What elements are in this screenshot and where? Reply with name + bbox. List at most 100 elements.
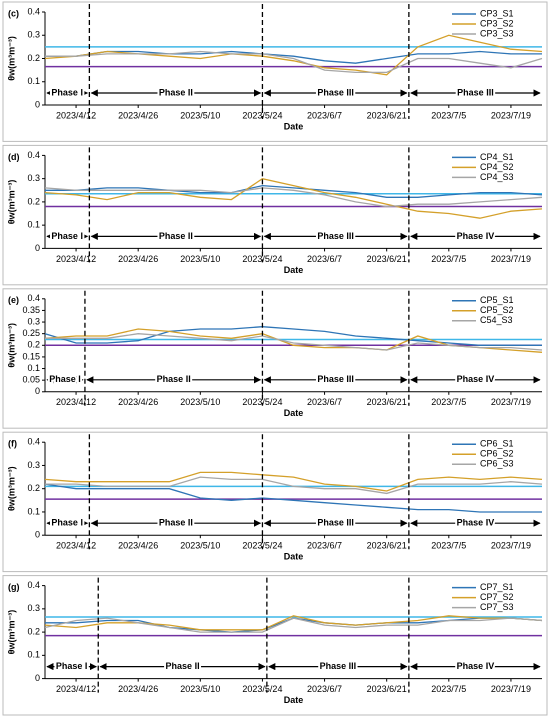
y-tick-label: 0.4 — [27, 150, 40, 160]
series-line — [44, 471, 543, 492]
x-tick-label: 2023/7/5 — [431, 397, 466, 407]
y-tick-label: 0.15 — [22, 351, 40, 361]
x-tick-label: 2023/5/24 — [242, 684, 282, 694]
y-tick-label: 0.4 — [27, 437, 40, 447]
x-tick-label: 2023/6/21 — [367, 110, 407, 120]
series-line — [45, 333, 543, 351]
legend-label: CP6_S2 — [480, 449, 514, 459]
x-tick-label: 2023/5/10 — [180, 397, 220, 407]
y-tick-label: 0.3 — [27, 173, 40, 183]
x-tick-label: 2023/5/24 — [242, 541, 282, 551]
x-tick-label: 2023/7/19 — [491, 254, 531, 264]
x-tick-label: 2023/5/24 — [242, 397, 282, 407]
panel-label: (c) — [8, 8, 19, 18]
phase-label: Phase III — [457, 87, 494, 97]
y-tick-label: 0.25 — [22, 328, 40, 338]
phase-label: Phase IV — [457, 661, 495, 671]
legend-label: CP5_S2 — [480, 305, 514, 315]
phase-label: Phase II — [159, 231, 193, 241]
y-axis-label: θw(m³m⁻³) — [6, 36, 16, 81]
phase-label: Phase III — [320, 661, 357, 671]
panel-label: (g) — [8, 582, 20, 592]
y-tick-label: 0.3 — [27, 460, 40, 470]
x-tick-label: 2023/5/24 — [242, 110, 282, 120]
x-tick-label: 2023/4/12 — [56, 254, 96, 264]
panel-frame — [2, 144, 548, 286]
y-tick-label: 0.05 — [22, 375, 40, 385]
x-tick-label: 2023/5/10 — [180, 254, 220, 264]
y-tick-label: 0.35 — [22, 305, 40, 315]
series-line — [44, 178, 543, 219]
legend-label: CP6_S1 — [480, 439, 514, 449]
panel-label: (e) — [8, 295, 19, 305]
y-tick-label: 0.2 — [27, 53, 40, 63]
series-line — [44, 483, 542, 513]
phase-label: Phase III — [317, 87, 354, 97]
x-tick-label: 2023/4/12 — [56, 110, 96, 120]
x-axis-label: Date — [284, 121, 304, 131]
legend-label: CP5_S1 — [480, 295, 514, 305]
series-line — [45, 50, 543, 74]
phase-label: Phase III — [317, 231, 354, 241]
x-tick-label: 2023/6/21 — [367, 254, 407, 264]
series-line — [44, 615, 543, 631]
x-tick-label: 2023/4/26 — [118, 397, 158, 407]
x-tick-label: 2023/4/12 — [56, 397, 96, 407]
series-line — [44, 326, 542, 346]
y-tick-label: 0.1 — [27, 363, 40, 373]
x-tick-label: 2023/6/21 — [367, 397, 407, 407]
y-tick-label: 0.2 — [27, 626, 40, 636]
legend-label: CP7_S1 — [480, 582, 514, 592]
x-tick-label: 2023/7/5 — [431, 541, 466, 551]
legend-label: CP4_S1 — [480, 152, 514, 162]
panel-frame — [2, 1, 548, 142]
phase-label: Phase IV — [457, 374, 495, 384]
x-tick-label: 2023/6/21 — [367, 541, 407, 551]
y-tick-label: 0.1 — [27, 76, 40, 86]
y-tick-label: 0 — [35, 99, 40, 109]
y-tick-label: 0 — [35, 386, 40, 396]
x-tick-label: 2023/5/10 — [180, 110, 220, 120]
legend-label: CP6_S3 — [480, 459, 514, 469]
x-tick-label: 2023/4/26 — [118, 254, 158, 264]
x-tick-label: 2023/5/10 — [180, 684, 220, 694]
y-tick-label: 0.2 — [27, 340, 40, 350]
x-axis-label: Date — [284, 552, 304, 562]
y-tick-label: 0.1 — [27, 220, 40, 230]
x-tick-label: 2023/7/5 — [431, 254, 466, 264]
legend-label: CP3_S1 — [480, 8, 514, 18]
x-tick-label: 2023/7/19 — [491, 541, 531, 551]
y-tick-label: 0 — [35, 530, 40, 540]
panel-frame — [2, 431, 548, 573]
phase-label: Phase II — [166, 661, 200, 671]
phase-label: Phase II — [159, 518, 193, 528]
x-tick-label: 2023/6/7 — [307, 684, 342, 694]
panel-label: (f) — [8, 439, 17, 449]
panel-frame — [2, 288, 548, 429]
x-tick-label: 2023/7/5 — [431, 110, 466, 120]
x-tick-label: 2023/7/19 — [491, 684, 531, 694]
series-line — [45, 50, 542, 64]
y-axis-label: θw(m³m⁻³) — [6, 180, 16, 225]
phase-label: Phase I — [56, 661, 88, 671]
x-axis-label: Date — [284, 695, 304, 705]
phase-label: Phase I — [51, 231, 83, 241]
x-tick-label: 2023/6/7 — [307, 397, 342, 407]
y-axis-label: θw(m³m⁻³) — [6, 466, 16, 511]
x-tick-label: 2023/6/7 — [307, 110, 342, 120]
panel-label: (d) — [8, 152, 20, 162]
x-tick-label: 2023/5/10 — [180, 541, 220, 551]
x-tick-label: 2023/6/7 — [307, 541, 342, 551]
x-tick-label: 2023/6/21 — [367, 684, 407, 694]
y-tick-label: 0.3 — [27, 603, 40, 613]
y-tick-label: 0 — [35, 243, 40, 253]
y-tick-label: 0.2 — [27, 483, 40, 493]
x-tick-label: 2023/4/26 — [118, 684, 158, 694]
x-tick-label: 2023/4/12 — [56, 684, 96, 694]
y-tick-label: 0.3 — [27, 316, 40, 326]
phase-label: Phase III — [317, 518, 354, 528]
x-tick-label: 2023/5/24 — [242, 254, 282, 264]
legend-label: C54_S3 — [480, 315, 513, 325]
series-line — [44, 34, 543, 76]
